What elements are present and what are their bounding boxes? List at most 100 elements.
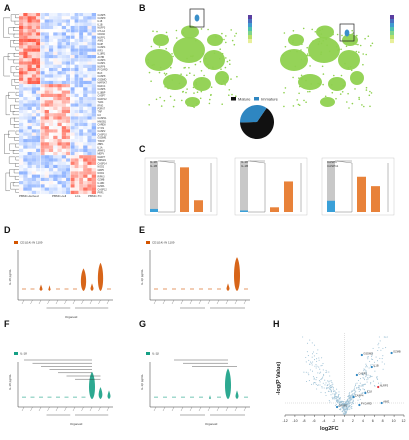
umap-point	[147, 62, 150, 64]
heatmap-cell	[91, 38, 97, 43]
umap-point	[228, 89, 231, 91]
heatmap-cell	[61, 122, 67, 127]
volcano-point	[375, 356, 377, 358]
heatmap-cell	[44, 42, 49, 46]
volcano-point	[316, 360, 318, 362]
heatmap-cell	[61, 13, 67, 17]
umap-point	[368, 94, 371, 97]
heatmap-cell	[57, 16, 62, 20]
zoom-line	[249, 160, 266, 164]
umap-point	[340, 74, 343, 77]
heatmap-cell	[53, 168, 58, 172]
heatmap-cell	[23, 42, 28, 46]
heatmap-cell	[19, 145, 24, 149]
heatmap-cell	[27, 16, 32, 20]
heatmap-cell	[74, 61, 79, 65]
heatmap-cell	[27, 113, 32, 117]
volcano-point	[346, 408, 348, 410]
heatmap-cell	[83, 67, 88, 72]
heatmap-cell	[61, 109, 67, 114]
gene-label: CASP1	[358, 372, 367, 376]
heatmap-cell	[74, 58, 79, 62]
heatmap-cell	[78, 32, 84, 36]
heatmap-cell	[87, 84, 92, 88]
umap-point	[193, 92, 195, 94]
heatmap-cell	[91, 145, 97, 149]
heatmap-cell	[70, 190, 75, 195]
heatmap-cell	[23, 87, 28, 91]
heatmap-cell	[40, 38, 45, 43]
heatmap-cell	[66, 61, 71, 65]
umap-point	[339, 93, 342, 95]
heatmap-cell	[23, 38, 28, 43]
heatmap-cell	[19, 93, 24, 98]
colorbar-segment	[390, 27, 394, 32]
heatmap-cell	[23, 51, 28, 56]
heatmap-cell	[78, 142, 84, 146]
heatmap-cell	[78, 93, 84, 98]
umap-point	[343, 84, 345, 87]
heatmap-cell	[83, 109, 88, 114]
heatmap-cell	[61, 103, 67, 107]
umap-point	[165, 72, 168, 75]
volcano-point	[338, 397, 340, 399]
heatmap-cell	[23, 119, 28, 123]
heatmap-cell	[19, 25, 24, 30]
volcano-point	[346, 407, 348, 409]
heatmap-cell	[27, 171, 32, 175]
volcano-point	[340, 404, 343, 406]
volcano-point	[354, 385, 357, 387]
umap-point	[181, 99, 183, 102]
heatmap-cell	[27, 42, 32, 46]
highlight-box	[189, 8, 205, 28]
heatmap-cell	[23, 171, 28, 175]
heatmap-cell	[23, 122, 28, 127]
heatmap-cell	[44, 129, 49, 133]
umap-point	[158, 71, 161, 74]
volcano-point	[317, 349, 319, 351]
heatmap-cell	[70, 90, 75, 94]
heatmap-cell	[91, 106, 97, 111]
heatmap-cell	[87, 97, 92, 101]
heatmap-cell	[78, 113, 84, 117]
umap-point	[221, 103, 223, 105]
heatmap-cell	[36, 135, 41, 140]
heatmap-cell	[83, 97, 88, 101]
x-tick	[162, 299, 166, 305]
heatmap-cell	[66, 25, 71, 30]
heatmap-cell	[48, 116, 54, 120]
umap-point	[163, 72, 166, 75]
heatmap-cell	[48, 142, 54, 146]
heatmap-cell	[66, 87, 71, 91]
x-tick	[153, 406, 157, 412]
heatmap-cell	[61, 25, 67, 30]
umap-point	[283, 105, 285, 108]
heatmap-cell	[36, 132, 41, 136]
heatmap-cell	[40, 67, 45, 72]
umap-point	[312, 40, 314, 42]
heatmap-cell	[66, 51, 71, 56]
heatmap-cell	[53, 109, 58, 114]
heatmap-cell	[44, 97, 49, 101]
heatmap-cell	[66, 55, 71, 59]
umap-point	[191, 55, 194, 58]
heatmap-cell	[87, 184, 92, 188]
heatmap-cell	[83, 113, 88, 117]
volcano-x-ticks: -12 -10 -8 -6 -4 -2 0 2 4 6 8 10 12	[283, 415, 406, 423]
umap-point	[164, 74, 167, 76]
heatmap-cell	[23, 16, 28, 20]
row-label: TXNIP	[98, 140, 105, 143]
heatmap-cell	[66, 132, 71, 136]
heatmap-cell	[57, 151, 62, 156]
heatmap-cell	[48, 184, 54, 188]
volcano-point	[362, 393, 364, 395]
heatmap-cell	[48, 187, 54, 191]
heatmap-cell	[78, 187, 84, 191]
umap-cluster	[288, 34, 304, 46]
heatmap-cell	[19, 67, 24, 72]
heatmap-cell	[61, 174, 67, 178]
umap-point	[225, 57, 227, 59]
umap-point	[192, 86, 195, 89]
violin	[235, 390, 239, 400]
volcano-point	[372, 347, 374, 349]
